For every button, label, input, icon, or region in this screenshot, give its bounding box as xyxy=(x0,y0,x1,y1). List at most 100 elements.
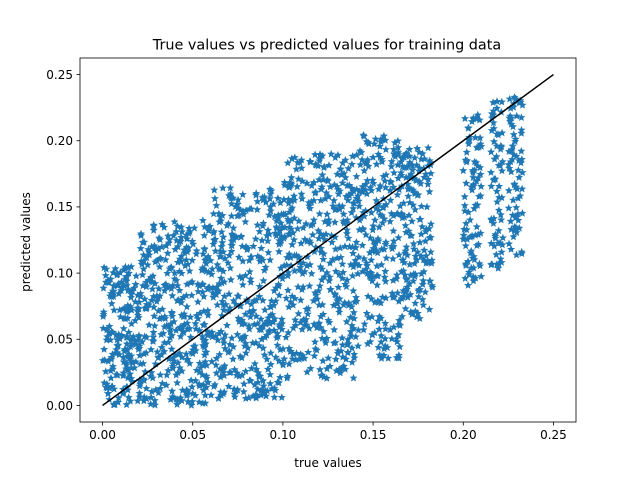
scatter-point xyxy=(173,281,182,290)
scatter-point xyxy=(250,320,259,328)
scatter-point xyxy=(147,273,155,281)
scatter-point xyxy=(360,319,369,328)
scatter-point xyxy=(315,209,324,218)
scatter-point xyxy=(158,305,167,313)
scatter-point xyxy=(364,162,373,170)
scatter-point xyxy=(350,350,359,358)
scatter-point xyxy=(215,279,224,288)
scatter-point xyxy=(309,296,318,305)
scatter-point xyxy=(213,336,222,344)
scatter-point xyxy=(408,161,417,169)
scatter-point xyxy=(217,227,226,236)
scatter-point xyxy=(214,394,223,402)
scatter-point xyxy=(364,292,373,300)
scatter-point xyxy=(497,97,506,106)
scatter-point xyxy=(185,227,194,236)
scatter-point xyxy=(314,319,323,327)
scatter-point xyxy=(193,297,202,306)
scatter-point xyxy=(247,300,256,308)
scatter-point xyxy=(380,176,389,185)
scatter-point xyxy=(149,226,158,234)
scatter-point xyxy=(396,321,405,329)
scatter-point xyxy=(126,342,135,351)
scatter-point xyxy=(255,292,264,300)
scatter-point xyxy=(459,166,468,175)
scatter-point xyxy=(393,288,402,297)
scatter-point xyxy=(489,106,498,115)
scatter-point xyxy=(507,145,516,154)
scatter-point xyxy=(468,185,477,194)
scatter-point xyxy=(380,245,389,253)
scatter-point xyxy=(147,296,156,304)
scatter-point xyxy=(219,334,228,343)
y-tick-label: 0.25 xyxy=(46,68,73,82)
scatter-point xyxy=(301,320,309,329)
scatter-point xyxy=(400,152,409,161)
scatter-point xyxy=(275,240,283,248)
scatter-point xyxy=(394,330,403,339)
scatter-point xyxy=(269,301,278,309)
scatter-point xyxy=(219,233,228,241)
scatter-point xyxy=(377,135,385,143)
scatter-point xyxy=(264,248,273,256)
scatter-point xyxy=(218,183,227,192)
scatter-point xyxy=(294,309,303,318)
scatter-point xyxy=(227,241,236,249)
scatter-point xyxy=(207,391,216,399)
scatter-point xyxy=(511,182,520,191)
scatter-point xyxy=(137,257,146,265)
scatter-point xyxy=(136,289,145,297)
scatter-point xyxy=(307,269,316,278)
scatter-point xyxy=(306,238,315,247)
scatter-point xyxy=(316,262,325,271)
scatter-point xyxy=(106,366,115,375)
scatter-point xyxy=(280,223,289,231)
scatter-point xyxy=(280,354,289,363)
scatter-point xyxy=(508,142,517,150)
scatter-point xyxy=(233,291,242,300)
scatter-point xyxy=(394,174,403,182)
scatter-point xyxy=(135,393,144,401)
scatter-point xyxy=(287,197,296,205)
scatter-point xyxy=(169,231,178,240)
scatter-point xyxy=(318,356,327,365)
scatter-point xyxy=(333,254,342,262)
scatter-point xyxy=(153,347,162,356)
scatter-point xyxy=(274,280,283,288)
scatter-point xyxy=(185,224,194,232)
scatter-point xyxy=(159,329,168,337)
scatter-point xyxy=(147,368,156,376)
scatter-point xyxy=(276,264,285,272)
scatter-point xyxy=(335,205,344,213)
scatter-point xyxy=(412,255,421,264)
scatter-point xyxy=(376,298,385,307)
scatter-point xyxy=(394,233,403,242)
scatter-point xyxy=(393,190,402,199)
scatter-point xyxy=(379,202,388,211)
scatter-point xyxy=(176,332,185,340)
scatter-point xyxy=(270,326,279,334)
scatter-point xyxy=(187,291,196,299)
scatter-point xyxy=(371,238,380,247)
scatter-point xyxy=(310,320,319,328)
scatter-point xyxy=(386,217,395,225)
scatter-point xyxy=(477,272,486,280)
scatter-point xyxy=(216,265,225,273)
scatter-point xyxy=(134,313,143,321)
scatter-point xyxy=(386,196,395,204)
scatter-point xyxy=(413,191,422,199)
scatter-point xyxy=(331,245,340,253)
scatter-point xyxy=(142,253,151,261)
scatter-point xyxy=(397,209,406,217)
scatter-point xyxy=(102,278,110,286)
scatter-point xyxy=(489,98,498,106)
scatter-point xyxy=(126,397,135,405)
scatter-point xyxy=(518,209,527,217)
scatter-point xyxy=(390,149,399,158)
scatter-point xyxy=(127,356,136,365)
scatter-point xyxy=(406,307,415,316)
scatter-point xyxy=(260,266,269,274)
scatter-point xyxy=(253,378,262,386)
x-tick-label: 0.15 xyxy=(360,428,387,442)
scatter-point xyxy=(173,368,182,377)
